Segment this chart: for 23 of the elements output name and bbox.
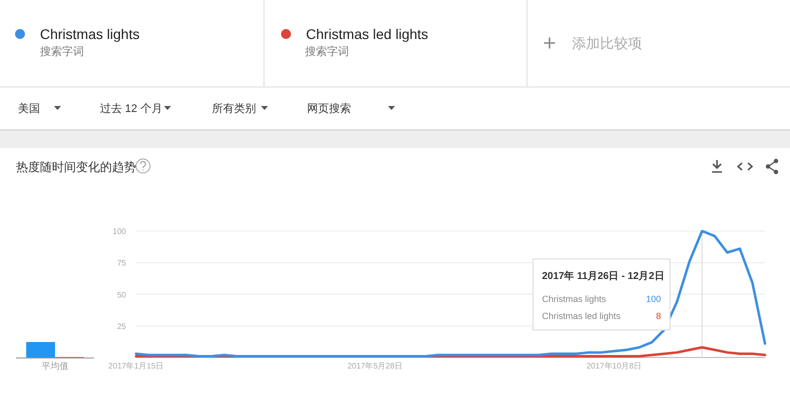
text: 搜索字词	[305, 45, 349, 58]
text: 所有类别	[212, 102, 256, 115]
y-tick-label: 100	[112, 227, 127, 236]
text: 添加比较项	[572, 35, 642, 51]
annotation: 2017年 11月26日 - 12月2日	[542, 270, 664, 282]
legend-label: Christmas lights	[40, 26, 140, 42]
legend-label: Christmas led lights	[306, 26, 428, 42]
text: 搜索字词	[40, 45, 84, 58]
text: 网页搜索	[307, 102, 351, 115]
x-tick-label: 平均值	[42, 361, 68, 371]
annotation: Christmas led lights	[542, 311, 622, 321]
annotation: 8	[656, 311, 661, 321]
text: 美国	[18, 102, 40, 115]
text: 过去 12 个月	[100, 102, 162, 115]
annotation: 100	[646, 294, 661, 304]
y-tick-label: 25	[117, 322, 127, 331]
y-tick-label: 50	[117, 290, 127, 300]
chart-title: 热度随时间变化的趋势	[16, 160, 136, 174]
x-tick-label: 2017年1月15日	[108, 362, 164, 370]
y-tick-label: 75	[117, 258, 127, 268]
annotation: Christmas lights	[542, 294, 607, 304]
x-tick-label: 2017年5月28日	[347, 362, 403, 370]
x-tick-label: 2017年10月8日	[586, 362, 642, 370]
